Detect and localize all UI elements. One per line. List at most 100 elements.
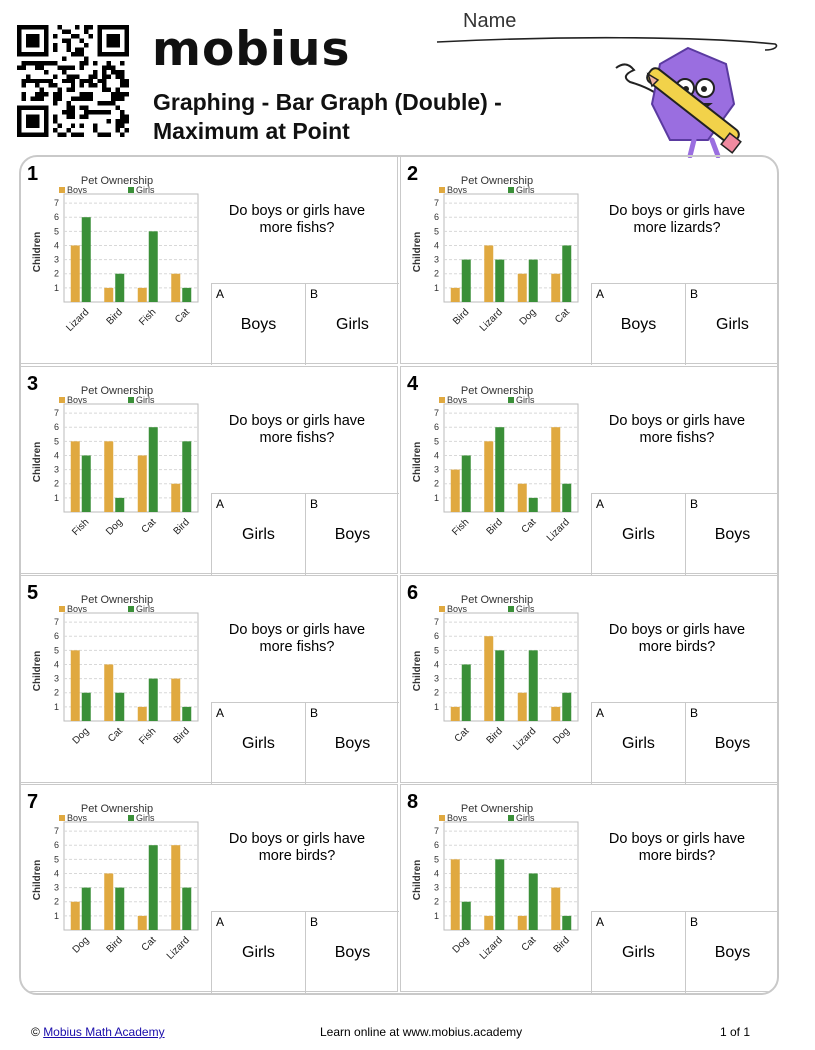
bar-boys — [551, 427, 561, 512]
legend-label: Girls — [136, 395, 155, 405]
chart-title: Pet Ownership — [461, 803, 533, 815]
category-label: Cat — [520, 517, 539, 536]
bar-girls — [115, 273, 125, 302]
y-axis-label: Children — [412, 232, 423, 273]
y-tick-label: 6 — [434, 631, 439, 641]
option-b-letter: B — [310, 706, 319, 720]
legend-label: Girls — [516, 185, 535, 195]
category-label: Fish — [70, 517, 91, 538]
category-label: Cat — [553, 307, 572, 326]
option-b[interactable]: B Girls — [305, 283, 399, 365]
legend-label: Girls — [516, 395, 535, 405]
y-tick-label: 2 — [54, 269, 59, 279]
legend-swatch — [439, 815, 445, 821]
option-a-answer: Girls — [242, 735, 275, 752]
bar-girls — [182, 287, 192, 302]
copyright-link[interactable]: Mobius Math Academy — [43, 1025, 165, 1039]
y-tick-label: 7 — [434, 408, 439, 418]
option-a[interactable]: A Girls — [591, 493, 685, 575]
bar-girls — [562, 692, 572, 721]
option-b-letter: B — [310, 287, 319, 301]
chart-title: Pet Ownership — [81, 385, 153, 397]
legend-swatch — [508, 815, 514, 821]
bar-girls — [528, 873, 538, 930]
bar-girls — [495, 859, 505, 930]
option-a[interactable]: A Boys — [211, 283, 305, 365]
y-tick-label: 3 — [434, 465, 439, 475]
y-tick-label: 2 — [54, 688, 59, 698]
bar-boys — [484, 245, 494, 302]
legend-swatch — [128, 815, 134, 821]
y-tick-label: 1 — [434, 911, 439, 921]
bar-girls — [148, 231, 158, 302]
problem-2: 2 Pet Ownership Boys Girls 1 2 3 4 5 6 7 Children Bi… — [400, 157, 777, 365]
name-line — [436, 36, 778, 51]
legend-swatch — [59, 606, 65, 612]
y-tick-label: 5 — [434, 436, 439, 446]
y-tick-label: 7 — [434, 198, 439, 208]
y-tick-label: 7 — [434, 826, 439, 836]
y-axis-label: Children — [412, 651, 423, 692]
y-tick-label: 1 — [434, 702, 439, 712]
bar-girls — [461, 901, 471, 930]
bar-girls — [495, 259, 505, 302]
y-tick-label: 5 — [54, 436, 59, 446]
option-b-answer: Boys — [334, 526, 371, 543]
y-tick-label: 2 — [54, 897, 59, 907]
bar-boys — [137, 915, 147, 930]
y-tick-label: 3 — [434, 883, 439, 893]
option-b[interactable]: B Boys — [685, 702, 777, 784]
category-label: Bird — [172, 726, 192, 746]
y-tick-label: 6 — [434, 422, 439, 432]
bar-girls — [562, 483, 572, 512]
legend-swatch — [59, 187, 65, 193]
category-label: Lizard — [64, 307, 91, 334]
bar-girls — [562, 245, 572, 302]
chart-title: Pet Ownership — [81, 175, 153, 187]
option-b-letter: B — [690, 915, 699, 929]
option-b-letter: B — [690, 497, 699, 511]
legend-label: Boys — [67, 185, 88, 195]
category-label: Cat — [140, 935, 159, 954]
footer-copyright: © Mobius Math Academy — [31, 1025, 165, 1039]
category-label: Fish — [450, 517, 471, 538]
bar-boys — [517, 273, 527, 302]
option-a[interactable]: A Boys — [591, 283, 685, 365]
option-a[interactable]: A Girls — [591, 911, 685, 993]
option-b-letter: B — [310, 497, 319, 511]
problem-3: 3 Pet Ownership Boys Girls 1 2 3 4 5 6 7 Children Fi… — [21, 366, 399, 575]
footer-center: Learn online at www.mobius.academy — [320, 1025, 523, 1039]
y-tick-label: 4 — [54, 868, 59, 878]
option-b[interactable]: B Girls — [685, 283, 777, 365]
bar-boys — [484, 915, 494, 930]
option-a[interactable]: A Girls — [211, 493, 305, 575]
problem-7: 7 Pet Ownership Boys Girls 1 2 3 4 5 6 7 Children Do… — [21, 784, 399, 993]
bar-girls — [115, 692, 125, 721]
bar-girls — [148, 678, 158, 721]
question-text: Do boys or girls have more fishs? — [608, 413, 746, 446]
bar-girls — [115, 497, 125, 512]
y-tick-label: 7 — [434, 617, 439, 627]
option-a[interactable]: A Girls — [211, 702, 305, 784]
legend-swatch — [59, 397, 65, 403]
bar-girls — [182, 441, 192, 512]
question-text: Do boys or girls have more fishs? — [228, 413, 366, 446]
y-tick-label: 3 — [54, 674, 59, 684]
category-label: Cat — [140, 517, 159, 536]
option-b[interactable]: B Boys — [685, 493, 777, 575]
problem-number: 1 — [27, 163, 39, 185]
option-b[interactable]: B Boys — [685, 911, 777, 993]
option-a[interactable]: A Girls — [591, 702, 685, 784]
bar-boys — [137, 706, 147, 721]
option-b[interactable]: B Boys — [305, 702, 399, 784]
option-b[interactable]: B Boys — [305, 911, 399, 993]
bar-boys — [517, 692, 527, 721]
option-a[interactable]: A Girls — [211, 911, 305, 993]
legend-label: Girls — [516, 813, 535, 823]
y-tick-label: 4 — [54, 659, 59, 669]
option-b[interactable]: B Boys — [305, 493, 399, 575]
legend-label: Girls — [136, 813, 155, 823]
